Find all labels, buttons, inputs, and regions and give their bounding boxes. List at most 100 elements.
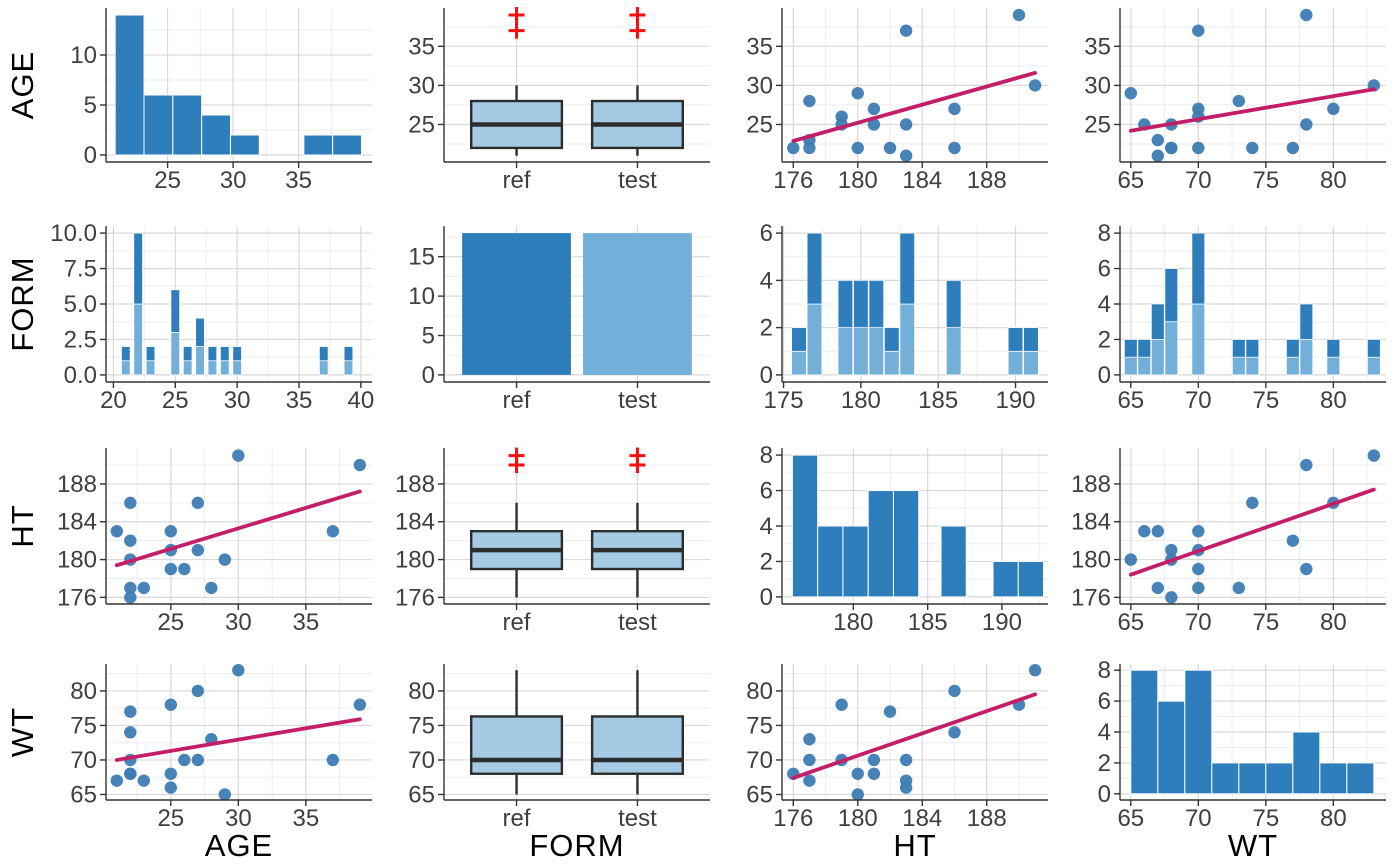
svg-text:180: 180 bbox=[838, 805, 878, 830]
row-label-ht-text: HT bbox=[5, 504, 40, 548]
svg-text:test: test bbox=[618, 387, 657, 414]
svg-text:20: 20 bbox=[100, 387, 127, 414]
svg-text:4: 4 bbox=[760, 267, 773, 294]
svg-text:ref: ref bbox=[503, 387, 531, 414]
svg-text:188: 188 bbox=[967, 805, 1007, 830]
svg-text:6: 6 bbox=[1098, 256, 1111, 283]
svg-text:188: 188 bbox=[57, 471, 97, 498]
col-label-wt: WT bbox=[1227, 828, 1279, 863]
row-label-form: FORM bbox=[0, 200, 46, 422]
col-label-ht: HT bbox=[893, 828, 937, 863]
ht-vs-age-scatter-chart: 25 30 35 176 180 184 188 bbox=[46, 422, 384, 644]
svg-text:184: 184 bbox=[57, 509, 97, 536]
svg-text:0: 0 bbox=[1098, 781, 1111, 808]
svg-text:80: 80 bbox=[408, 678, 435, 705]
svg-text:35: 35 bbox=[1084, 33, 1111, 60]
svg-text:6: 6 bbox=[1098, 688, 1111, 715]
svg-text:4: 4 bbox=[1098, 291, 1111, 318]
panel-wt-form-boxplot: ref test 65 70 75 80 FORM bbox=[384, 644, 722, 866]
svg-text:75: 75 bbox=[70, 712, 97, 739]
svg-text:75: 75 bbox=[1252, 167, 1279, 194]
svg-text:25: 25 bbox=[154, 167, 181, 194]
form-by-wt-stacked-histogram-chart: 65 70 75 80 0 2 4 6 8 bbox=[1060, 200, 1398, 422]
svg-text:65: 65 bbox=[1117, 805, 1144, 830]
wt-vs-ht-scatter-chart: 176 180 184 188 65 70 75 80 bbox=[722, 644, 1060, 830]
row-label-wt: WT bbox=[0, 644, 46, 866]
svg-text:25: 25 bbox=[746, 111, 773, 138]
svg-text:70: 70 bbox=[408, 747, 435, 774]
ht-by-form-boxplot-chart: ref test 176 180 184 188 bbox=[384, 422, 722, 644]
svg-text:190: 190 bbox=[995, 387, 1035, 414]
svg-text:184: 184 bbox=[395, 509, 435, 536]
panel-age-ht-scatter: 176 180 184 188 25 30 35 bbox=[722, 0, 1060, 200]
svg-text:180: 180 bbox=[841, 387, 881, 414]
ht-vs-wt-scatter-chart: 65 70 75 80 176 180 184 188 bbox=[1060, 422, 1398, 644]
svg-text:8: 8 bbox=[1098, 220, 1111, 247]
col-label-age: AGE bbox=[204, 828, 274, 863]
age-by-form-boxplot-chart: ref test 25 30 35 bbox=[384, 0, 722, 200]
panel-wt-ht-scatter: 176 180 184 188 65 70 75 80 HT bbox=[722, 644, 1060, 866]
svg-text:176: 176 bbox=[773, 805, 813, 830]
svg-text:35: 35 bbox=[292, 609, 319, 636]
svg-text:30: 30 bbox=[220, 167, 247, 194]
svg-text:65: 65 bbox=[408, 781, 435, 808]
svg-text:185: 185 bbox=[918, 387, 958, 414]
svg-text:0: 0 bbox=[760, 362, 773, 389]
svg-text:25: 25 bbox=[1084, 111, 1111, 138]
svg-text:test: test bbox=[618, 167, 657, 194]
svg-text:25: 25 bbox=[157, 805, 184, 830]
wt-by-form-boxplot-chart: ref test 65 70 75 80 bbox=[384, 644, 722, 830]
panel-form-age-stacked-histogram: 20 25 30 35 40 0.0 2.5 5.0 7.5 10.0 bbox=[46, 200, 384, 422]
panel-ht-ht-histogram: 180 185 190 0 2 4 6 8 bbox=[722, 422, 1060, 644]
svg-text:188: 188 bbox=[967, 167, 1007, 194]
svg-text:30: 30 bbox=[408, 72, 435, 99]
panel-form-ht-stacked-histogram: 175 180 185 190 0 2 4 6 bbox=[722, 200, 1060, 422]
age-histogram-chart: 25 30 35 0 5 10 bbox=[46, 0, 384, 200]
svg-text:8: 8 bbox=[1098, 657, 1111, 684]
panel-age-age-histogram: 25 30 35 0 5 10 bbox=[46, 0, 384, 200]
svg-text:25: 25 bbox=[162, 387, 189, 414]
svg-text:70: 70 bbox=[1185, 387, 1212, 414]
svg-text:188: 188 bbox=[1071, 471, 1111, 498]
panel-wt-wt-histogram: 65 70 75 80 0 2 4 6 8 WT bbox=[1060, 644, 1398, 866]
svg-text:80: 80 bbox=[1320, 805, 1347, 830]
svg-text:2: 2 bbox=[1098, 326, 1111, 353]
svg-text:65: 65 bbox=[1117, 387, 1144, 414]
svg-text:5: 5 bbox=[84, 92, 97, 119]
panel-form-wt-stacked-histogram: 65 70 75 80 0 2 4 6 8 bbox=[1060, 200, 1398, 422]
svg-text:75: 75 bbox=[408, 712, 435, 739]
svg-text:180: 180 bbox=[395, 547, 435, 574]
svg-text:5: 5 bbox=[422, 323, 435, 350]
wt-histogram-chart: 65 70 75 80 0 2 4 6 8 bbox=[1060, 644, 1398, 830]
svg-text:80: 80 bbox=[746, 678, 773, 705]
svg-text:2: 2 bbox=[760, 315, 773, 342]
svg-text:2: 2 bbox=[760, 548, 773, 575]
age-vs-ht-scatter-chart: 176 180 184 188 25 30 35 bbox=[722, 0, 1060, 200]
svg-text:2.5: 2.5 bbox=[64, 326, 97, 353]
svg-text:175: 175 bbox=[764, 387, 804, 414]
panel-age-wt-scatter: 65 70 75 80 25 30 35 bbox=[1060, 0, 1398, 200]
svg-text:ref: ref bbox=[503, 609, 531, 636]
row-label-age: AGE bbox=[0, 0, 46, 200]
panel-ht-age-scatter: 25 30 35 176 180 184 188 bbox=[46, 422, 384, 644]
svg-text:176: 176 bbox=[57, 584, 97, 611]
svg-text:6: 6 bbox=[760, 478, 773, 505]
panel-ht-wt-scatter: 65 70 75 80 176 180 184 188 bbox=[1060, 422, 1398, 644]
panel-wt-age-scatter: 25 30 35 65 70 75 80 AGE bbox=[46, 644, 384, 866]
row-label-form-text: FORM bbox=[5, 256, 40, 352]
svg-text:180: 180 bbox=[833, 609, 873, 636]
svg-text:4: 4 bbox=[1098, 719, 1111, 746]
svg-text:65: 65 bbox=[746, 781, 773, 808]
svg-text:75: 75 bbox=[746, 712, 773, 739]
svg-text:2: 2 bbox=[1098, 750, 1111, 777]
svg-text:185: 185 bbox=[908, 609, 948, 636]
svg-text:70: 70 bbox=[1185, 805, 1212, 830]
svg-text:35: 35 bbox=[286, 387, 313, 414]
svg-text:35: 35 bbox=[292, 805, 319, 830]
svg-text:10: 10 bbox=[408, 283, 435, 310]
svg-text:184: 184 bbox=[902, 805, 942, 830]
svg-text:75: 75 bbox=[1252, 387, 1279, 414]
svg-text:40: 40 bbox=[348, 387, 375, 414]
form-by-ht-stacked-histogram-chart: 175 180 185 190 0 2 4 6 bbox=[722, 200, 1060, 422]
